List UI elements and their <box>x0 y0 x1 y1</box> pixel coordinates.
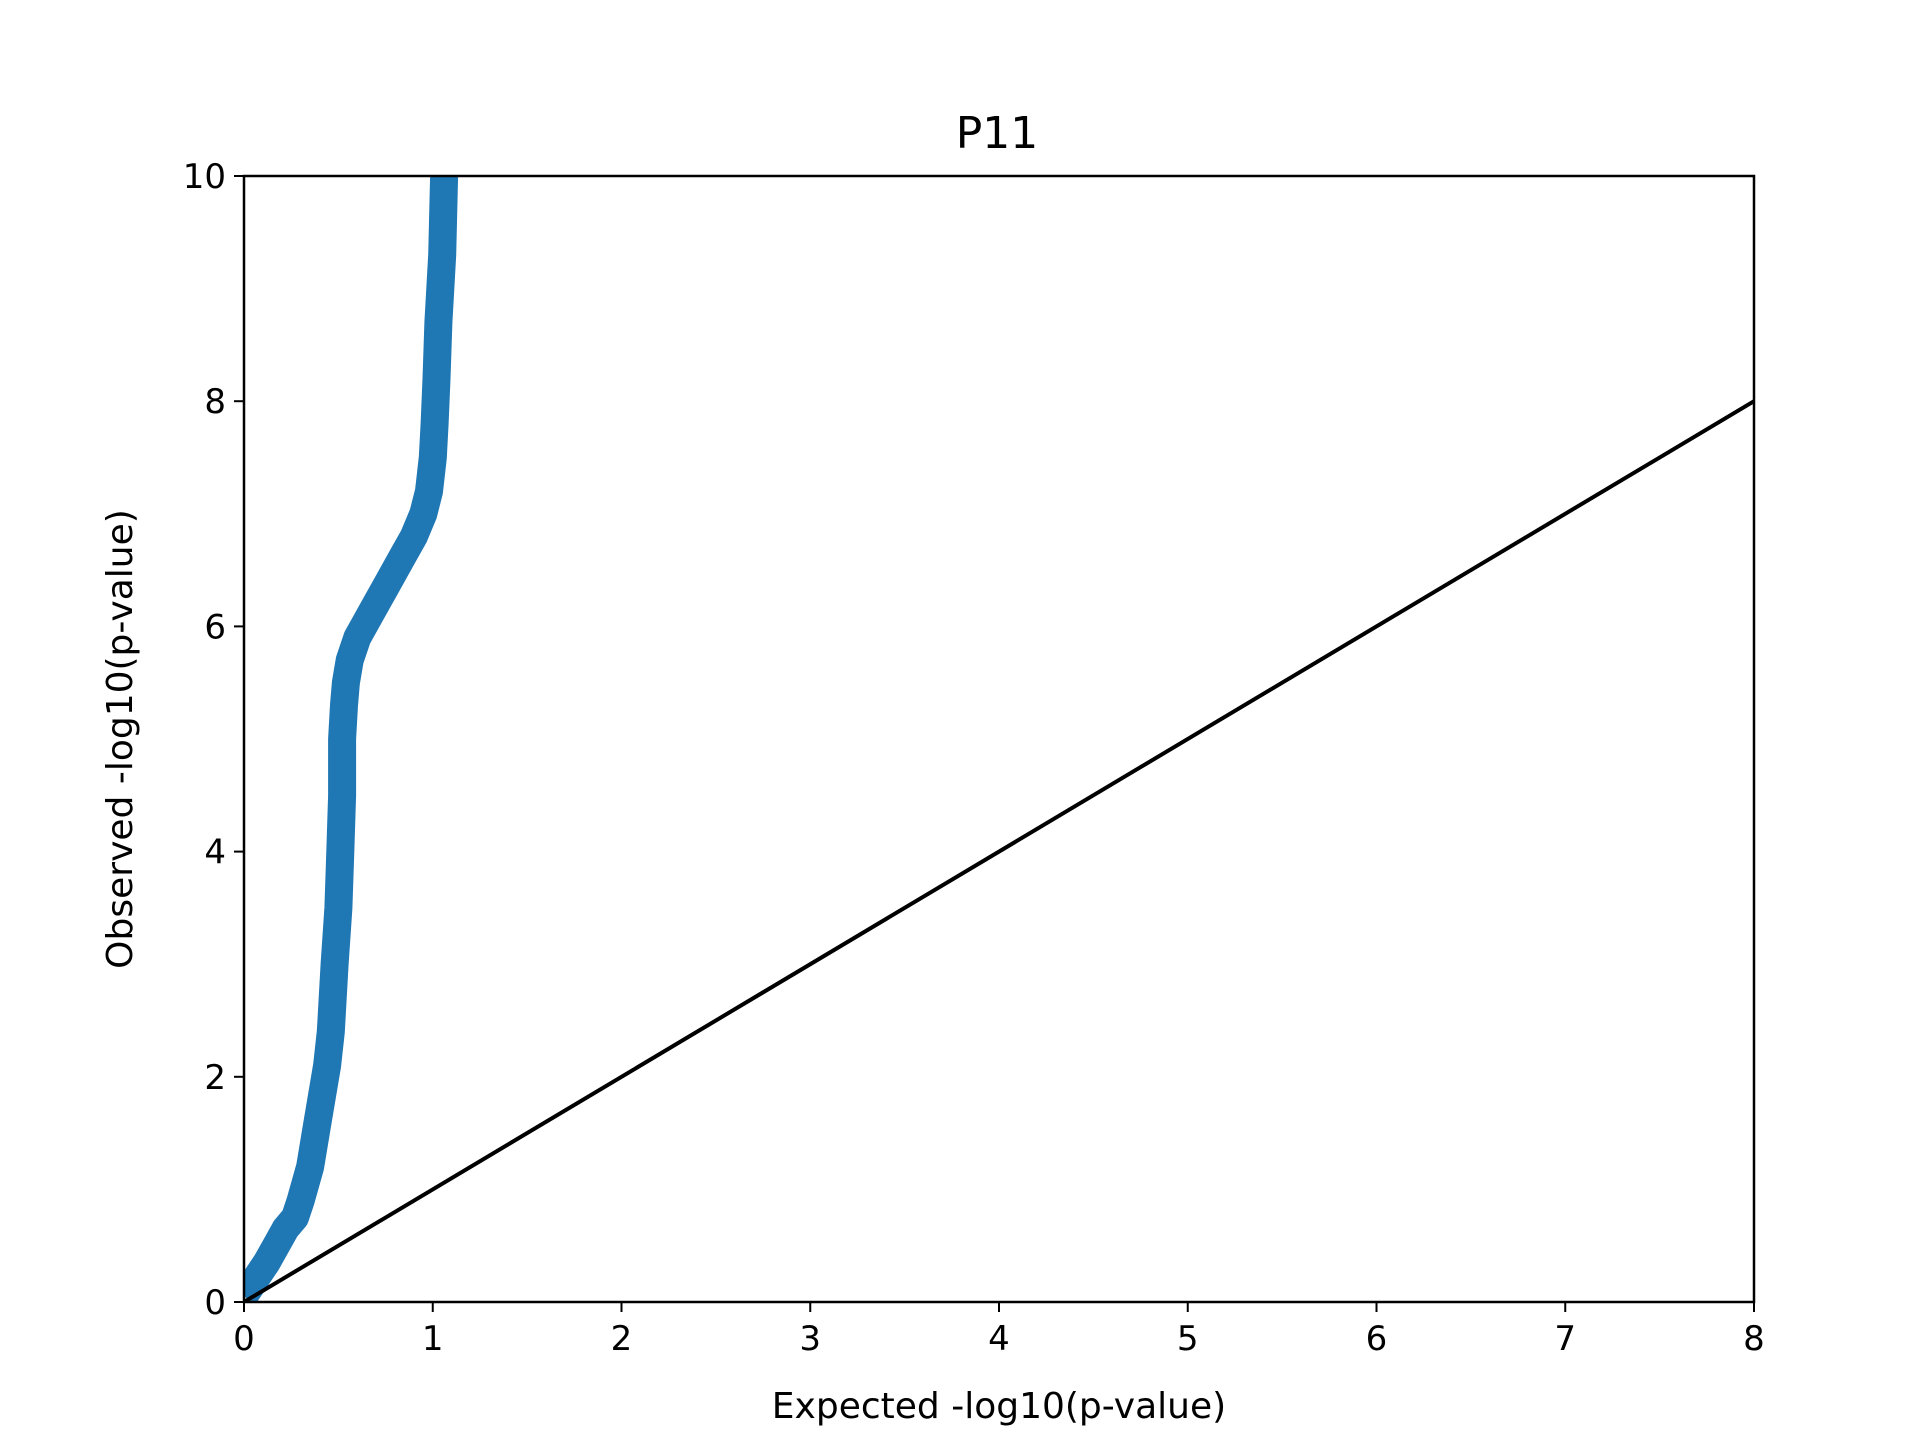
x-tick-label: 1 <box>422 1319 444 1359</box>
y-tick-label: 2 <box>204 1058 226 1098</box>
x-axis-label: Expected -log10(p-value) <box>772 1386 1226 1427</box>
x-tick-label: 2 <box>611 1319 633 1359</box>
x-tick-label: 5 <box>1177 1319 1199 1359</box>
expected-diagonal-line <box>244 398 1754 1302</box>
x-tick-label: 3 <box>799 1319 821 1359</box>
x-axis: 0 1 2 3 4 5 6 7 8 <box>233 1302 1765 1359</box>
y-tick-label: 10 <box>183 157 226 197</box>
y-tick-label: 4 <box>204 833 226 873</box>
series-layer <box>244 176 1754 1302</box>
y-axis: 0 2 4 6 8 10 <box>183 157 244 1323</box>
x-tick-label: 4 <box>988 1319 1010 1359</box>
x-tick-label: 7 <box>1554 1319 1576 1359</box>
chart-title: P11 <box>956 108 1039 159</box>
y-tick-label: 8 <box>204 382 226 422</box>
y-tick-label: 6 <box>204 607 226 647</box>
y-tick-label: 0 <box>204 1283 226 1323</box>
plot-frame <box>242 174 1756 1304</box>
x-tick-label: 8 <box>1743 1319 1765 1359</box>
x-tick-label: 6 <box>1366 1319 1388 1359</box>
x-tick-label: 0 <box>233 1319 255 1359</box>
observed-qq-line <box>244 176 459 1302</box>
y-axis-label: Observed -log10(p-value) <box>100 509 141 969</box>
